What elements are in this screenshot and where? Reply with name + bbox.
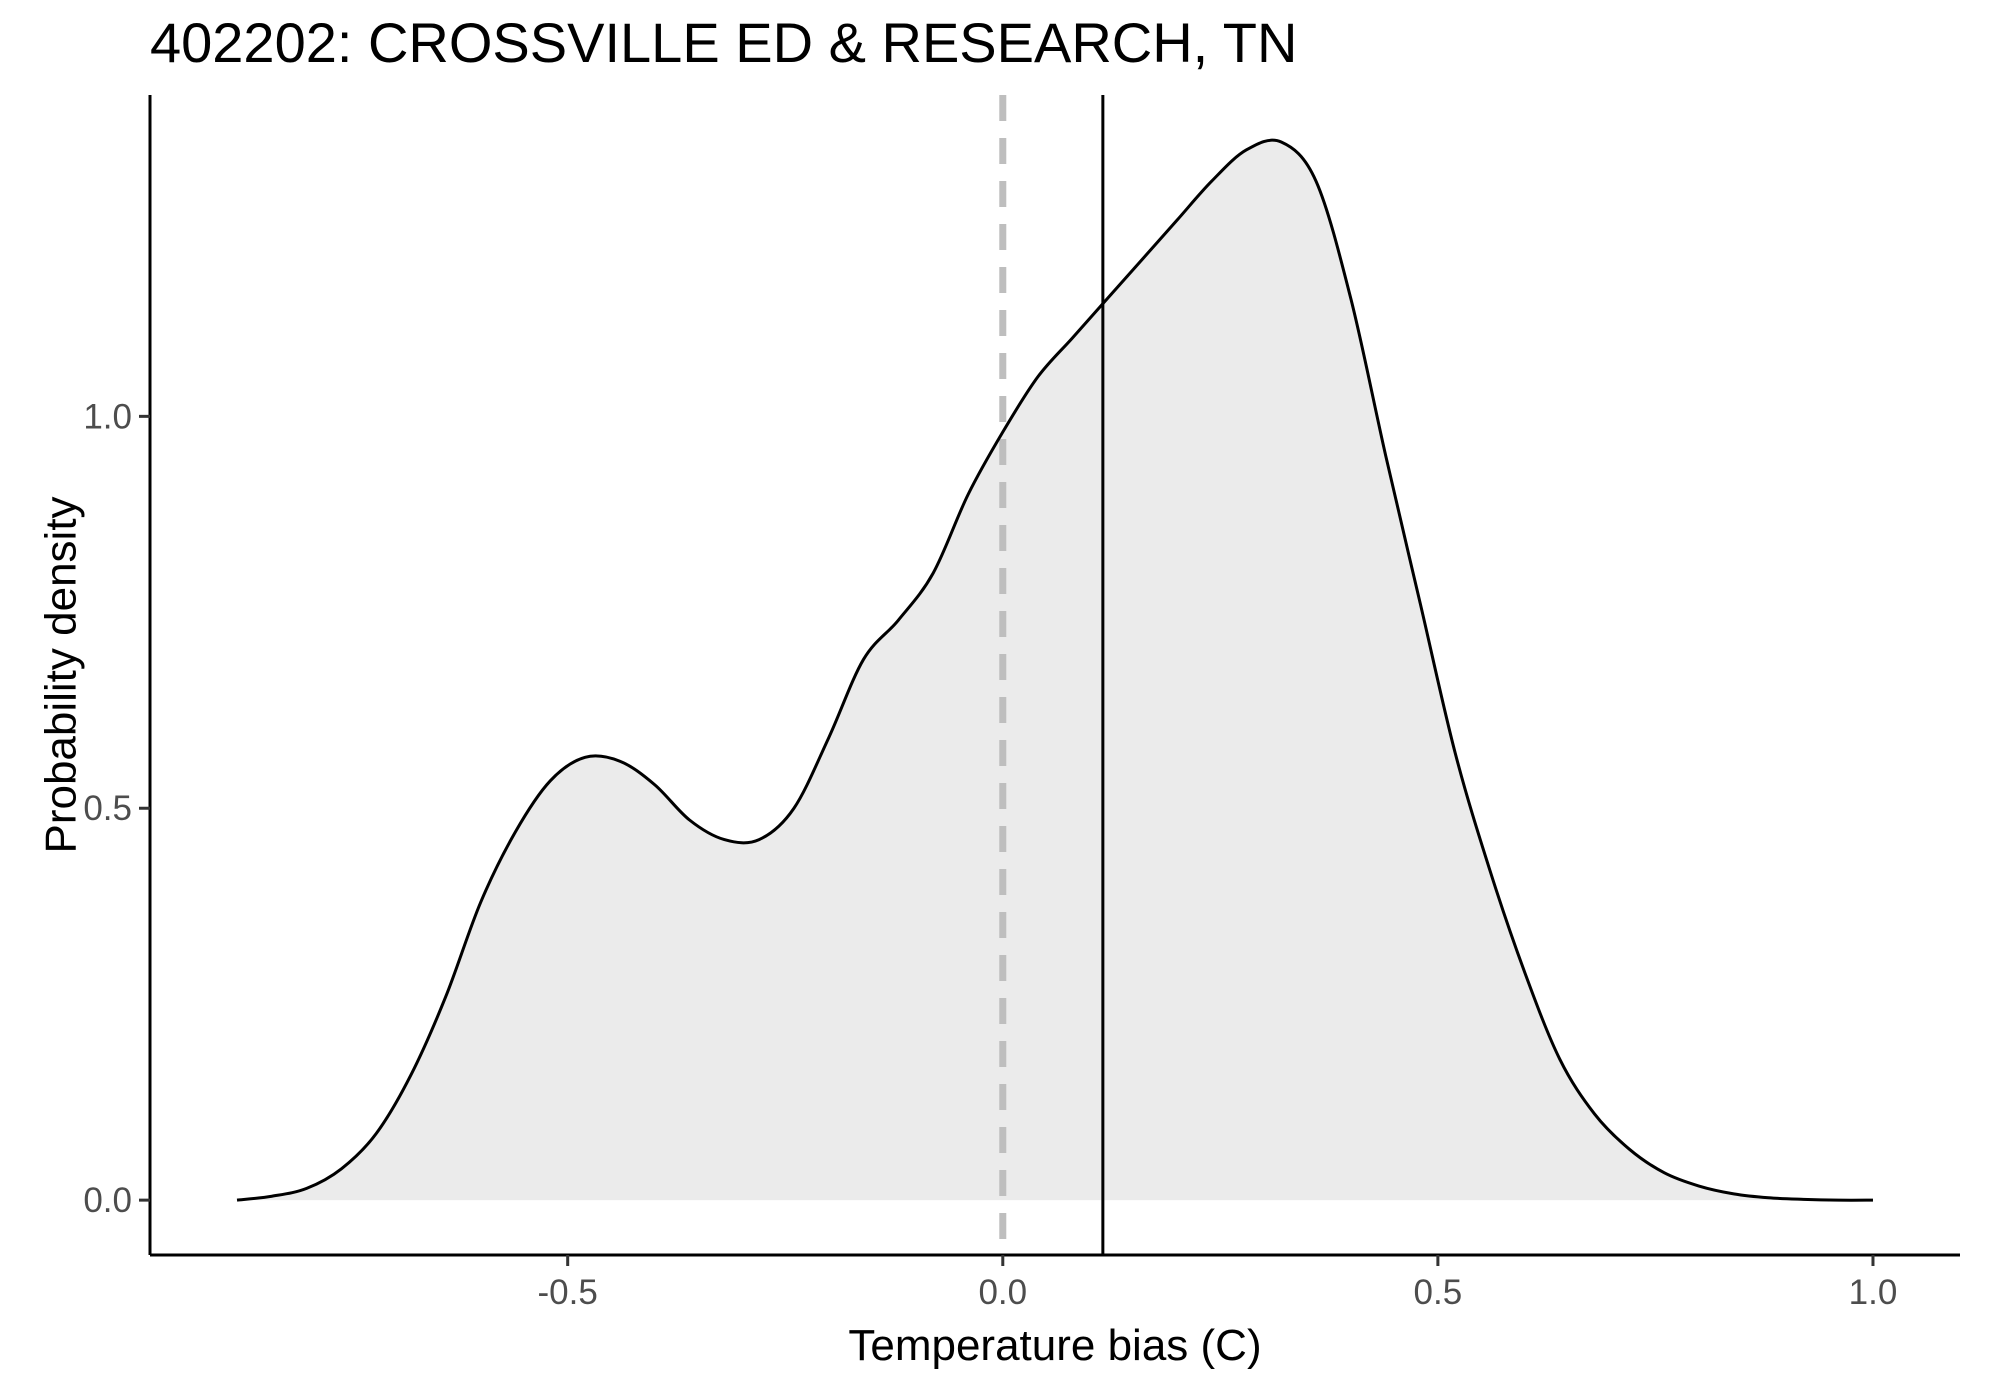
x-axis-ticks: -0.5 0.0 0.5 1.0 [538, 1255, 1898, 1312]
chart-title: 402202: CROSSVILLE ED & RESEARCH, TN [150, 11, 1297, 74]
y-tick-label: 1.0 [83, 397, 132, 436]
x-tick-label: -0.5 [538, 1273, 598, 1312]
x-tick-label: 0.0 [978, 1273, 1027, 1312]
density-curve [236, 138, 1873, 1202]
plot-area [236, 95, 1873, 1255]
x-axis-title: Temperature bias (C) [848, 1321, 1261, 1370]
y-axis-title: Probability density [36, 496, 85, 853]
x-tick-label: 1.0 [1849, 1273, 1898, 1312]
density-area [237, 140, 1873, 1201]
y-tick-label: 0.5 [83, 789, 132, 828]
x-tick-label: 0.5 [1414, 1273, 1463, 1312]
y-tick-label: 0.0 [83, 1181, 132, 1220]
y-axis-ticks: 0.0 0.5 1.0 [83, 397, 150, 1220]
